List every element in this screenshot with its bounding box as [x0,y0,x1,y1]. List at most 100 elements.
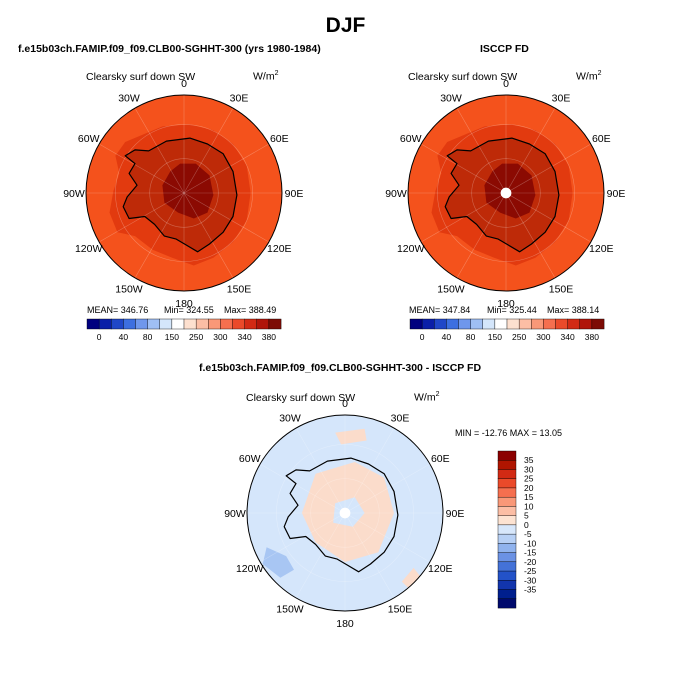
colorbar-tick-label: 340 [561,332,575,342]
colorbar-swatch [268,318,282,330]
meridian-line [505,192,592,243]
panel-1-min: Min= 324.55 [164,305,214,315]
panel-1-title: f.e15b03ch.FAMIP.f09_f09.CLB00-SGHHT-300… [18,43,321,55]
colorbar-swatch [220,318,233,330]
longitude-label-60w: 60W [400,133,422,145]
longitude-label-90e: 90E [607,188,626,200]
longitude-label-30w: 30W [440,93,462,105]
longitude-label-90e: 90E [285,188,304,200]
panel-3-minmax: MIN = -12.76 MAX = 13.05 [455,428,563,438]
colorbar-swatch [567,318,581,330]
longitude-label-150e: 150E [388,603,413,615]
diff-positive-region [335,428,367,445]
colorbar-swatch [494,318,508,330]
colorbar-tick-label: 30 [524,465,534,475]
colorbar-swatch [244,318,258,330]
map-panel-3: 0 30E 60E 90E 120E 150E 180 150W 120W 90W 60W 30W [224,398,464,630]
longitude-label-0: 0 [181,78,187,90]
map-border [85,94,283,292]
colorbar-tick-label: 35 [524,455,534,465]
colorbar-tick-label: -5 [524,529,532,539]
panel-3-variable: Clearsky surf down SW [246,392,356,404]
longitude-label-60w: 60W [78,133,100,145]
map-panel-1: 0 30E 60E 90E 120E 150E 180 150W 120W 90W 60W 30W [63,78,303,310]
meridian-line [344,512,431,563]
colorbar-swatch [506,318,520,330]
colorbar-swatch [86,318,100,330]
longitude-label-150e: 150E [227,283,252,295]
longitude-label-150w: 150W [115,283,143,295]
meridian-line [344,512,395,599]
colorbar-swatch [482,318,496,330]
coastline [283,457,399,573]
figure-title: DJF [325,14,366,37]
diff-negative-region [262,547,294,578]
colorbar-tick-label: 150 [165,332,179,342]
panel-3-units: W/m2 [414,391,440,404]
longitude-label-120e: 120E [428,563,453,575]
meridian-line [134,107,185,194]
colorbar-swatch [497,580,517,590]
colorbar-tick-label: -25 [524,566,537,576]
panel-2-title: ISCCP FD [480,43,529,55]
colorbar-swatch [147,318,161,330]
colorbar-tick-label: 40 [119,332,129,342]
map-fill-3 [247,415,443,611]
map-border [407,94,605,292]
map-border [246,414,444,612]
colorbar-panel-1: 0 40 80 150 250 300 340 380 [86,318,282,342]
colorbar-swatch [434,318,447,330]
colorbar-swatch [591,318,605,330]
longitude-label-150w: 150W [437,283,465,295]
panel-2-min: Min= 325.44 [487,305,537,315]
colorbar-swatch [135,318,148,330]
colorbar-swatch [497,552,517,563]
colorbar-swatch [232,318,245,330]
longitude-label-30w: 30W [279,413,301,425]
meridian-line [420,143,507,194]
longitude-label-60w: 60W [239,453,261,465]
panel-1-mean: MEAN= 346.76 [87,305,149,315]
colorbar-tick-label: 300 [213,332,227,342]
colorbar-tick-label: 15 [524,492,534,502]
coastline [122,137,238,253]
colorbar-tick-label: 10 [524,501,534,511]
colorbar-swatch [497,524,517,535]
colorbar-swatch [518,318,532,330]
colorbar-tick-label: 25 [524,474,534,484]
longitude-label-150w: 150W [276,603,304,615]
ice-plateau-high [162,163,214,219]
colorbar-tick-label: 20 [524,483,534,493]
colorbar-swatch [531,318,544,330]
colorbar-tick-label: 0 [97,332,102,342]
colorbar-swatch [159,318,173,330]
colorbar-tick-label: 40 [442,332,452,342]
longitude-label-120e: 120E [589,243,614,255]
coastline [444,137,560,253]
parallel-circle [115,124,253,262]
map-panel-2: 0 30E 60E 90E 120E 150E 180 150W 120W 90W 60W 30W [385,78,625,310]
colorbar-swatch [497,543,517,553]
colorbar-swatch [458,318,471,330]
meridian-line [295,512,346,599]
colorbar-swatch [497,598,517,609]
colorbar-swatch [497,478,517,489]
longitude-label-30e: 30E [552,93,571,105]
panel-2-variable: Clearsky surf down SW [408,71,518,83]
meridian-line [295,427,346,514]
map-fill-2 [408,95,604,291]
meridian-line [98,143,185,194]
parallel-circle [149,158,219,228]
longitude-label-90e: 90E [446,508,465,520]
diff-positive-region [401,567,422,590]
colorbar-swatch [497,469,517,480]
colorbar-swatch [497,496,517,507]
colorbar-tick-label: 380 [585,332,599,342]
longitude-label-0: 0 [342,398,348,410]
colorbar-swatch [98,318,112,330]
panel-3-title: f.e15b03ch.FAMIP.f09_f09.CLB00-SGHHT-300… [199,362,482,374]
colorbar-swatch [497,515,517,526]
colorbar-swatch [497,533,517,544]
